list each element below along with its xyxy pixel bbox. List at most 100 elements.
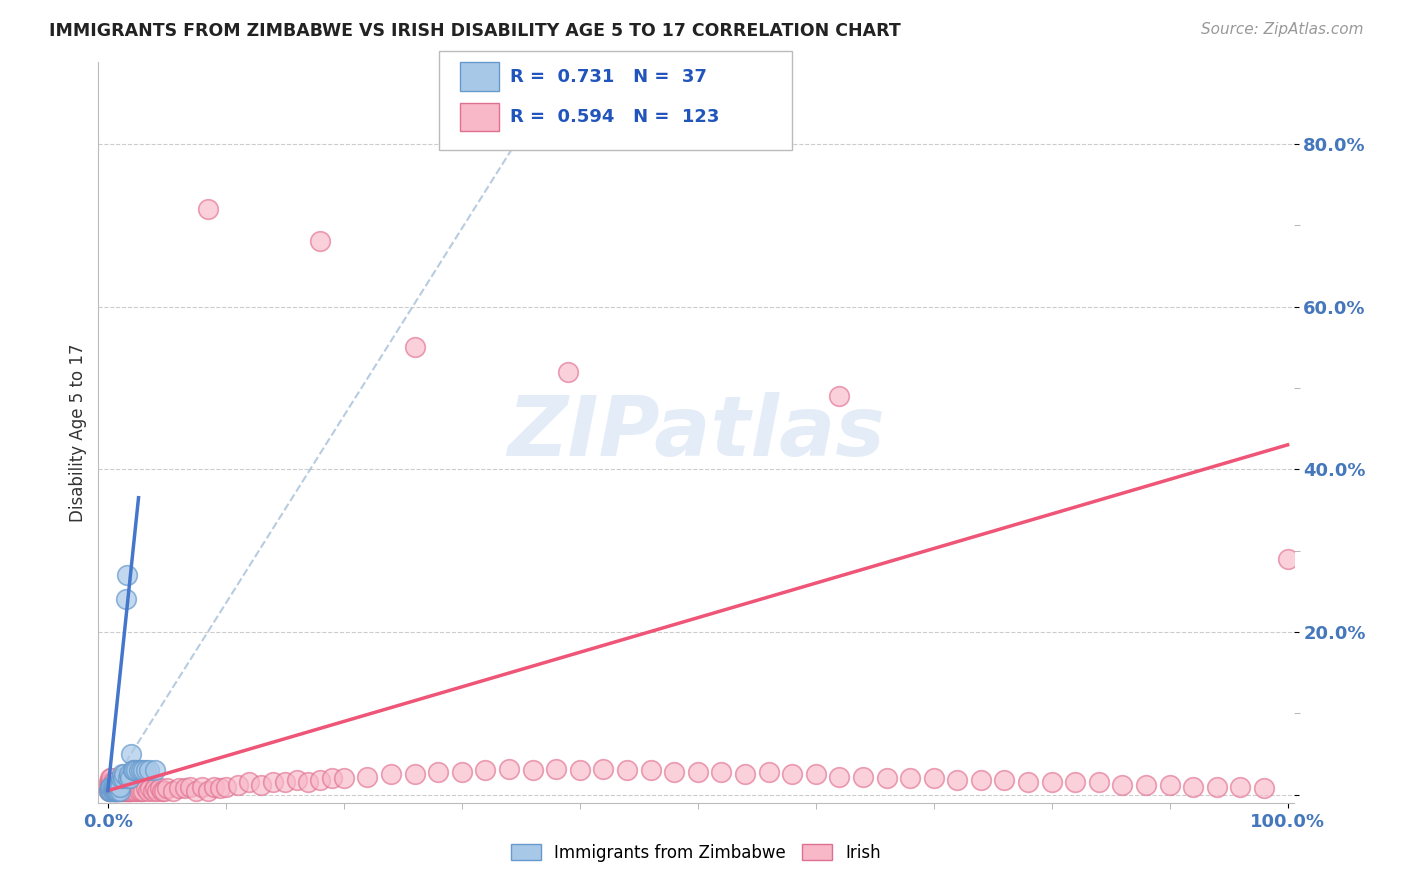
Point [100,783,122,797]
Point [780,767,803,781]
Point [98,780,121,794]
Text: R =  0.594   N =  123: R = 0.594 N = 123 [510,108,720,126]
Point [105,781,128,796]
Point [100,775,122,789]
Point [828,389,851,403]
Point [734,767,756,781]
Point [309,772,332,787]
Point [1088,775,1111,789]
Point [640,764,662,778]
Point [427,764,450,779]
Point [309,235,332,249]
Point [1229,780,1251,794]
Point [114,592,136,607]
Point [135,764,157,778]
Point [156,781,179,796]
Point [128,783,150,797]
Point [105,783,128,797]
Point [103,780,125,794]
Point [143,781,166,796]
Point [197,783,219,797]
Point [111,781,134,796]
Point [103,781,125,796]
Text: Source: ZipAtlas.com: Source: ZipAtlas.com [1201,22,1364,37]
Point [110,783,132,797]
Point [474,764,496,778]
Point [146,783,169,797]
Point [1111,778,1133,792]
Point [356,770,378,784]
Point [1017,775,1039,789]
Point [173,781,195,796]
Point [111,767,134,781]
Point [120,783,142,797]
Point [107,783,129,797]
Point [262,775,284,789]
Point [105,781,128,796]
Point [1253,781,1275,796]
Point [522,764,544,778]
Point [215,780,238,794]
Point [546,762,568,776]
Point [970,772,993,787]
Point [107,780,129,794]
Point [101,780,124,794]
Point [167,781,190,796]
Point [758,764,780,779]
Point [592,762,614,776]
Point [250,778,273,792]
Point [136,783,159,797]
Point [100,772,122,786]
Point [828,770,851,784]
Point [108,783,131,797]
Point [112,783,135,797]
Point [105,783,128,797]
Point [186,783,208,797]
Point [132,764,155,778]
Point [380,767,402,781]
Point [101,780,124,794]
Point [104,781,127,796]
Point [139,781,162,796]
Point [104,780,127,794]
Point [450,764,472,779]
Text: IMMIGRANTS FROM ZIMBABWE VS IRISH DISABILITY AGE 5 TO 17 CORRELATION CHART: IMMIGRANTS FROM ZIMBABWE VS IRISH DISABI… [49,22,901,40]
Point [125,764,148,778]
Point [98,775,121,789]
Point [138,764,160,778]
Point [686,764,709,779]
Point [105,783,128,797]
Point [852,770,875,784]
Point [98,781,121,796]
Point [557,365,579,379]
Point [197,202,219,216]
Point [202,780,225,794]
Point [112,772,135,786]
Point [129,764,152,778]
Point [121,764,143,778]
Text: ZIPatlas: ZIPatlas [508,392,884,473]
Point [105,780,128,794]
Point [98,775,121,789]
Point [285,772,308,787]
Point [110,772,132,786]
Point [100,781,122,796]
Point [101,783,124,797]
Point [129,783,152,797]
Point [100,783,122,797]
Point [107,780,129,794]
Point [1135,778,1157,792]
Text: R =  0.731   N =  37: R = 0.731 N = 37 [510,68,707,86]
Point [616,764,638,778]
Point [122,764,145,778]
Point [804,767,827,781]
Point [98,783,121,797]
Point [404,340,426,354]
Point [114,783,136,797]
Point [1205,780,1227,794]
Point [112,767,135,781]
Point [179,780,201,794]
Point [143,764,166,778]
Point [568,764,591,778]
Point [98,783,121,797]
